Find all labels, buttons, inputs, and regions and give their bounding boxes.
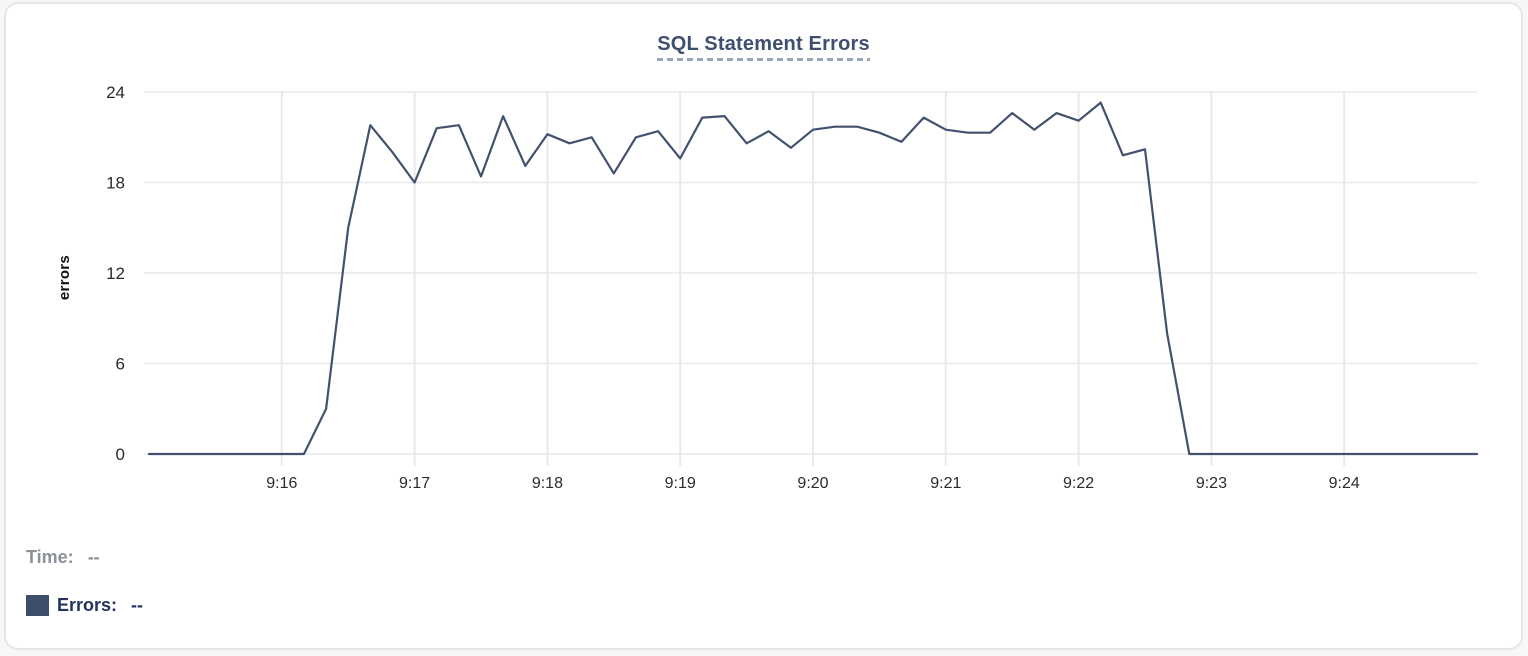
errors-series-swatch-icon — [26, 594, 49, 616]
chart-title[interactable]: SQL Statement Errors — [657, 33, 870, 61]
y-tick-label-6: 6 — [116, 355, 125, 374]
y-tick-label-24: 24 — [106, 83, 125, 102]
errors-series-line[interactable] — [147, 101, 1479, 456]
chart-card: SQL Statement Errors errors 0 6 12 18 24 9:16… — [4, 2, 1523, 650]
x-tick-label-9:17: 9:17 — [399, 475, 430, 492]
x-tick-label-9:24: 9:24 — [1329, 475, 1360, 492]
legend-row-time: Time: -- — [26, 544, 143, 570]
legend-row-errors[interactable]: Errors: -- — [26, 592, 143, 618]
chart-header: SQL Statement Errors — [6, 33, 1521, 61]
chart-legend: Time: -- Errors: -- — [26, 544, 143, 640]
y-tick-label-18: 18 — [106, 174, 125, 193]
y-tick-label-12: 12 — [106, 264, 125, 283]
sql-errors-line-chart[interactable]: 0 6 12 18 24 9:16 9:17 9:18 9:19 9:20 9:21 9:22 9:23… — [6, 4, 1528, 656]
legend-time-label: Time: — [26, 546, 74, 567]
x-tick-label-9:18: 9:18 — [532, 475, 563, 492]
y-tick-label-0: 0 — [116, 445, 125, 464]
x-tick-label-9:16: 9:16 — [266, 475, 297, 492]
x-tick-label-9:20: 9:20 — [797, 475, 828, 492]
legend-errors-label: Errors: — [57, 594, 118, 615]
x-tick-label-9:23: 9:23 — [1196, 475, 1227, 492]
x-tick-label-9:22: 9:22 — [1063, 475, 1094, 492]
legend-errors-value: -- — [131, 594, 144, 615]
x-tick-label-9:19: 9:19 — [665, 475, 696, 492]
legend-time-value: -- — [87, 546, 100, 567]
x-tick-label-9:21: 9:21 — [930, 475, 961, 492]
